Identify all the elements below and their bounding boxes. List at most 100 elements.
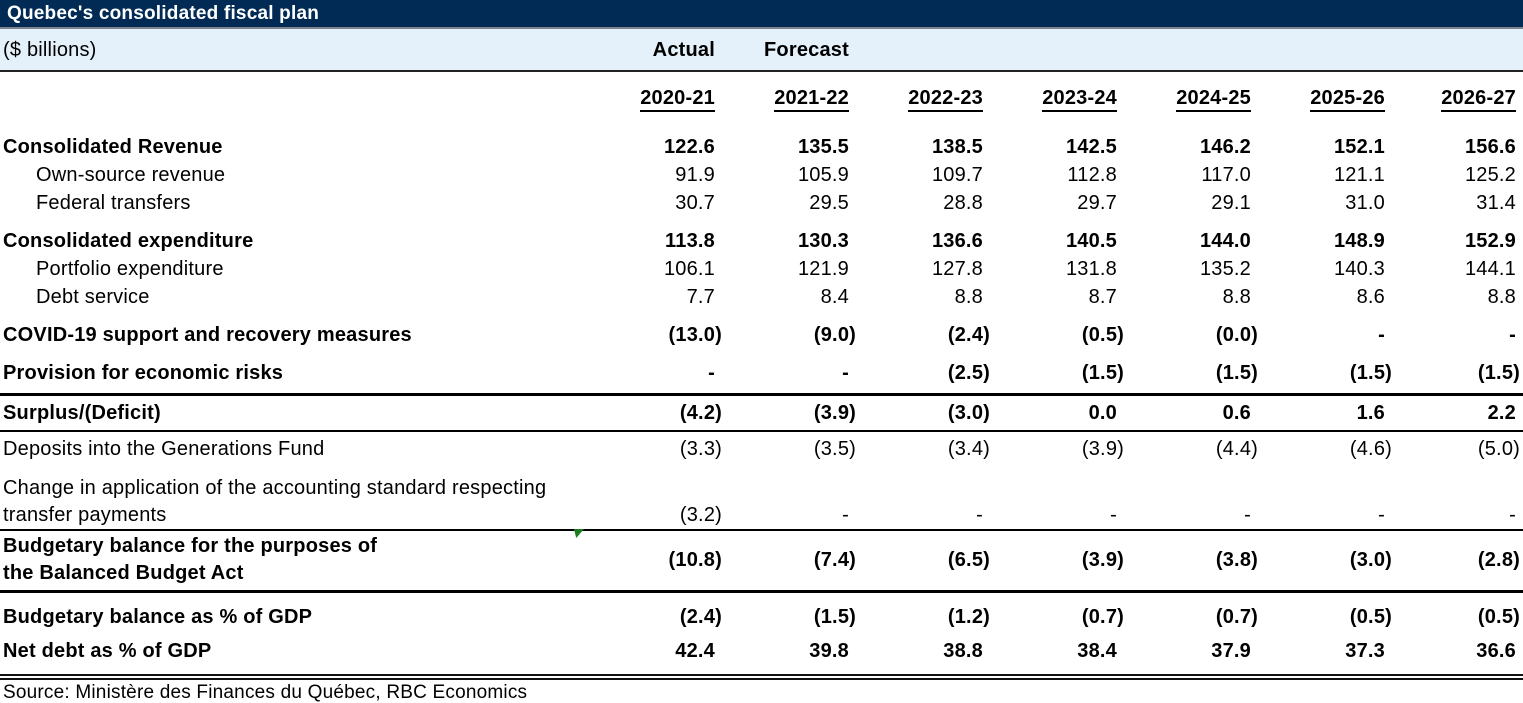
value-cell: (10.8) — [585, 529, 722, 593]
table-row: Consolidated expenditure 113.8 130.3 136.6 1… — [0, 217, 1523, 255]
value-cell: 156.6 — [1389, 121, 1523, 161]
cell-value: - — [1509, 324, 1516, 346]
value-cell: 148.9 — [1255, 217, 1389, 255]
cell-value: 8.4 — [820, 286, 849, 308]
value-cell: (0.7) — [987, 592, 1124, 632]
row-label: Own-source revenue — [36, 164, 226, 186]
value-cell: 127.8 — [853, 255, 987, 283]
cell-value: (3.5) — [813, 438, 856, 460]
value-cell: 109.7 — [853, 161, 987, 189]
value-cell: 8.7 — [987, 283, 1121, 311]
value-cell: - — [719, 349, 853, 395]
fiscal-table: ($ billions) Actual Forecast 2020-21 202… — [0, 29, 1523, 665]
cell-value: 131.8 — [1065, 258, 1117, 280]
cell-value: - — [976, 504, 983, 526]
year-label: 2022-23 — [908, 88, 983, 112]
value-cell: - — [585, 349, 719, 395]
cell-value: (1.2) — [947, 606, 990, 628]
cell-value: (3.0) — [1349, 548, 1392, 571]
cell-value: (3.0) — [947, 402, 990, 424]
value-cell: - — [987, 463, 1121, 530]
table-row: Budgetary balance as % of GDP (2.4) (1.5) (… — [0, 592, 1523, 632]
cell-value: 136.6 — [931, 230, 983, 252]
value-cell: (9.0) — [719, 311, 856, 349]
forecast-column-group-label: Forecast — [719, 29, 853, 72]
cell-value: 0.6 — [1222, 402, 1251, 424]
value-cell: (3.0) — [853, 393, 990, 432]
value-cell: 0.6 — [1121, 393, 1255, 432]
value-cell: (4.4) — [1121, 431, 1258, 463]
value-cell: 2.2 — [1389, 393, 1523, 432]
value-cell: 135.5 — [719, 121, 853, 161]
value-cell: - — [1389, 463, 1523, 530]
value-cell: (4.6) — [1255, 431, 1392, 463]
value-cell: (0.5) — [1389, 592, 1523, 632]
value-cell: 112.8 — [987, 161, 1121, 189]
value-cell: 42.4 — [585, 631, 719, 665]
value-cell: (0.7) — [1121, 592, 1258, 632]
cell-value: (0.5) — [1349, 606, 1392, 628]
value-cell: 1.6 — [1255, 393, 1389, 432]
table-row: Deposits into the Generations Fund (3.3) (… — [0, 431, 1523, 463]
cell-value: (0.5) — [1477, 606, 1520, 628]
cell-value: (6.5) — [947, 548, 990, 571]
cell-value: (1.5) — [1349, 362, 1392, 384]
cell-value: 106.1 — [663, 258, 715, 280]
value-cell: 105.9 — [719, 161, 853, 189]
cell-value: 0.0 — [1088, 402, 1117, 424]
cell-value: 28.8 — [943, 192, 983, 214]
row-label: Consolidated expenditure — [3, 230, 254, 252]
value-cell: 8.8 — [853, 283, 987, 311]
empty-band-cell — [987, 29, 1121, 72]
cell-value: - — [842, 504, 849, 526]
value-cell: 106.1 — [585, 255, 719, 283]
value-cell: (1.5) — [1389, 349, 1523, 395]
value-cell: 37.9 — [1121, 631, 1255, 665]
cell-value: - — [1378, 324, 1385, 346]
row-label: Consolidated Revenue — [3, 136, 223, 158]
value-cell: (0.0) — [1121, 311, 1258, 349]
cell-value: - — [708, 362, 715, 384]
value-cell: - — [853, 463, 987, 530]
year-column-header: 2026-27 — [1389, 71, 1523, 121]
cell-value: 38.4 — [1077, 640, 1117, 662]
cell-value: 144.0 — [1199, 230, 1251, 252]
value-cell: - — [1255, 463, 1389, 530]
cell-value: 37.3 — [1345, 640, 1385, 662]
value-cell: - — [719, 463, 853, 530]
cell-value: (0.7) — [1215, 606, 1258, 628]
value-cell: (4.2) — [585, 393, 722, 432]
value-cell: 117.0 — [1121, 161, 1255, 189]
table-row: Provision for economic risks - - (2.5) (1.5)… — [0, 349, 1523, 395]
value-cell: 140.5 — [987, 217, 1121, 255]
value-cell: 38.8 — [853, 631, 987, 665]
cell-value: - — [1509, 504, 1516, 526]
cell-value: 2.2 — [1487, 402, 1516, 424]
year-column-header: 2022-23 — [853, 71, 987, 121]
value-cell: (13.0) — [585, 311, 722, 349]
value-cell: (2.4) — [585, 592, 722, 632]
value-cell: (6.5) — [853, 529, 990, 593]
empty-band-cell — [1389, 29, 1523, 72]
units-label: ($ billions) — [0, 29, 585, 72]
value-cell: 8.6 — [1255, 283, 1389, 311]
cell-value: 8.8 — [1222, 286, 1251, 308]
table-row: Debt service 7.7 8.4 8.8 8.7 8.8 8.6 8.8 — [0, 283, 1523, 311]
empty-band-cell — [1121, 29, 1255, 72]
empty-header-cell — [0, 71, 585, 121]
table-row: Budgetary balance for the purposes of th… — [0, 529, 1523, 593]
cell-value: 140.3 — [1333, 258, 1385, 280]
cell-value: 8.7 — [1088, 286, 1117, 308]
value-cell: 31.4 — [1389, 189, 1523, 217]
value-cell: 131.8 — [987, 255, 1121, 283]
year-label: 2024-25 — [1176, 88, 1251, 112]
cell-value: 112.8 — [1067, 164, 1117, 186]
cell-value: (4.6) — [1349, 438, 1392, 460]
cell-value: (3.3) — [679, 438, 722, 460]
cell-value: 125.2 — [1464, 164, 1516, 186]
year-label: 2025-26 — [1310, 88, 1385, 112]
table-body: Consolidated Revenue 122.6 135.5 138.5 142.5… — [0, 121, 1523, 665]
cell-value: 37.9 — [1211, 640, 1251, 662]
value-cell: 152.9 — [1389, 217, 1523, 255]
value-cell: 30.7 — [585, 189, 719, 217]
